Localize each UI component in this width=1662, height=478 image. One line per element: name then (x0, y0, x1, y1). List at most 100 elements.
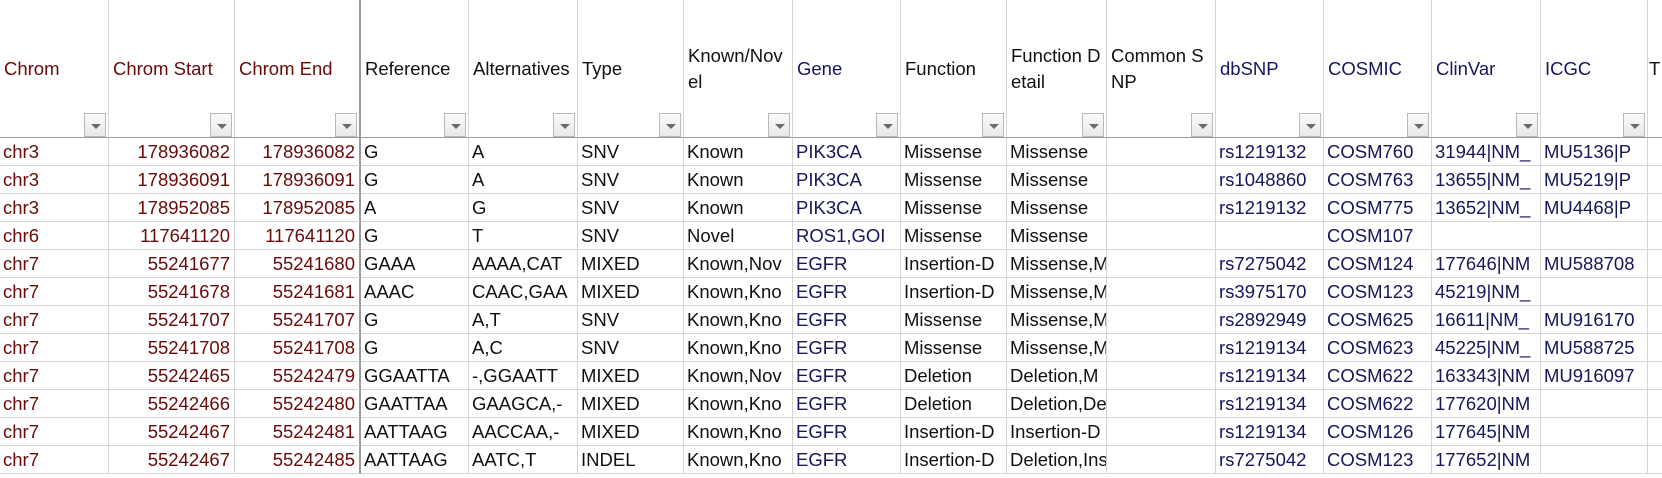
cell-clinvar[interactable]: 45225|NM_ (1432, 334, 1541, 362)
cell-alternatives[interactable]: AAAA,CAT (469, 250, 578, 278)
cell-reference[interactable]: G (361, 306, 469, 334)
cell-clinvar[interactable]: 13652|NM_ (1432, 194, 1541, 222)
filter-dropdown-button[interactable] (444, 113, 466, 137)
cell-dbsnp[interactable]: rs1219132 (1216, 194, 1324, 222)
cell-function-detail[interactable]: Insertion-D (1007, 418, 1107, 446)
cell-chrom-start[interactable]: 178952085 (109, 194, 235, 222)
cell-reference[interactable]: A (361, 194, 469, 222)
cell-type[interactable]: MIXED (578, 250, 684, 278)
cell-chrom[interactable]: chr7 (0, 250, 109, 278)
cell-gene[interactable]: ROS1,GOI (793, 222, 901, 250)
cell-common-snp[interactable] (1107, 306, 1216, 334)
cell-function[interactable]: Missense (901, 166, 1007, 194)
cell-known-novel[interactable]: Known (684, 194, 793, 222)
cell-known-novel[interactable]: Known (684, 138, 793, 166)
filter-dropdown-button[interactable] (1082, 113, 1104, 137)
cell-chrom-start[interactable]: 178936091 (109, 166, 235, 194)
cell-icgc[interactable]: MU4468|P (1541, 194, 1648, 222)
cell-gene[interactable]: EGFR (793, 278, 901, 306)
cell-alternatives[interactable]: A,T (469, 306, 578, 334)
cell-reference[interactable]: AAAC (361, 278, 469, 306)
cell-cosmic[interactable]: COSM124 (1324, 250, 1432, 278)
cell-chrom[interactable]: chr3 (0, 166, 109, 194)
cell-common-snp[interactable] (1107, 334, 1216, 362)
cell-known-novel[interactable]: Known,Kno (684, 278, 793, 306)
cell-chrom[interactable]: chr7 (0, 390, 109, 418)
cell-cosmic[interactable]: COSM763 (1324, 166, 1432, 194)
cell-function[interactable]: Insertion-D (901, 446, 1007, 474)
cell-clinvar[interactable]: 16611|NM_ (1432, 306, 1541, 334)
cell-chrom-start[interactable]: 55241708 (109, 334, 235, 362)
cell-t[interactable] (1648, 222, 1662, 250)
cell-type[interactable]: SNV (578, 166, 684, 194)
cell-cosmic[interactable]: COSM623 (1324, 334, 1432, 362)
cell-gene[interactable]: PIK3CA (793, 194, 901, 222)
cell-t[interactable] (1648, 334, 1662, 362)
cell-function-detail[interactable]: Deletion,M (1007, 362, 1107, 390)
cell-gene[interactable]: EGFR (793, 446, 901, 474)
cell-function[interactable]: Deletion (901, 362, 1007, 390)
cell-icgc[interactable] (1541, 278, 1648, 306)
cell-dbsnp[interactable]: rs7275042 (1216, 250, 1324, 278)
cell-t[interactable] (1648, 194, 1662, 222)
cell-chrom-start[interactable]: 55241677 (109, 250, 235, 278)
filter-dropdown-button[interactable] (876, 113, 898, 137)
cell-icgc[interactable] (1541, 222, 1648, 250)
cell-cosmic[interactable]: COSM625 (1324, 306, 1432, 334)
cell-common-snp[interactable] (1107, 250, 1216, 278)
cell-known-novel[interactable]: Known,Kno (684, 306, 793, 334)
cell-function[interactable]: Missense (901, 306, 1007, 334)
cell-chrom-end[interactable]: 55241708 (235, 334, 361, 362)
cell-known-novel[interactable]: Known (684, 166, 793, 194)
cell-alternatives[interactable]: CAAC,GAA (469, 278, 578, 306)
cell-icgc[interactable]: MU588725 (1541, 334, 1648, 362)
cell-chrom-start[interactable]: 55242467 (109, 446, 235, 474)
cell-common-snp[interactable] (1107, 138, 1216, 166)
cell-function[interactable]: Insertion-D (901, 418, 1007, 446)
cell-type[interactable]: MIXED (578, 278, 684, 306)
cell-chrom-end[interactable]: 55242480 (235, 390, 361, 418)
filter-dropdown-button[interactable] (659, 113, 681, 137)
cell-chrom-end[interactable]: 55242479 (235, 362, 361, 390)
cell-common-snp[interactable] (1107, 418, 1216, 446)
cell-cosmic[interactable]: COSM107 (1324, 222, 1432, 250)
cell-type[interactable]: SNV (578, 138, 684, 166)
cell-alternatives[interactable]: A (469, 166, 578, 194)
cell-cosmic[interactable]: COSM126 (1324, 418, 1432, 446)
cell-icgc[interactable] (1541, 418, 1648, 446)
cell-chrom[interactable]: chr7 (0, 334, 109, 362)
cell-type[interactable]: MIXED (578, 418, 684, 446)
filter-dropdown-button[interactable] (982, 113, 1004, 137)
cell-t[interactable] (1648, 250, 1662, 278)
cell-function-detail[interactable]: Deletion,De (1007, 390, 1107, 418)
cell-dbsnp[interactable]: rs1219134 (1216, 334, 1324, 362)
cell-t[interactable] (1648, 138, 1662, 166)
cell-cosmic[interactable]: COSM123 (1324, 278, 1432, 306)
cell-chrom-start[interactable]: 55242467 (109, 418, 235, 446)
cell-icgc[interactable]: MU5219|P (1541, 166, 1648, 194)
cell-alternatives[interactable]: -,GGAATT (469, 362, 578, 390)
filter-dropdown-button[interactable] (553, 113, 575, 137)
cell-function[interactable]: Missense (901, 194, 1007, 222)
cell-known-novel[interactable]: Known,Nov (684, 250, 793, 278)
cell-chrom[interactable]: chr3 (0, 138, 109, 166)
cell-t[interactable] (1648, 278, 1662, 306)
cell-common-snp[interactable] (1107, 390, 1216, 418)
cell-gene[interactable]: PIK3CA (793, 166, 901, 194)
cell-function[interactable]: Deletion (901, 390, 1007, 418)
cell-dbsnp[interactable]: rs1219132 (1216, 138, 1324, 166)
filter-dropdown-button[interactable] (210, 113, 232, 137)
cell-icgc[interactable] (1541, 390, 1648, 418)
cell-dbsnp[interactable]: rs1219134 (1216, 362, 1324, 390)
filter-dropdown-button[interactable] (335, 113, 357, 137)
cell-type[interactable]: MIXED (578, 362, 684, 390)
cell-alternatives[interactable]: T (469, 222, 578, 250)
cell-gene[interactable]: EGFR (793, 418, 901, 446)
cell-cosmic[interactable]: COSM775 (1324, 194, 1432, 222)
cell-gene[interactable]: EGFR (793, 306, 901, 334)
cell-t[interactable] (1648, 446, 1662, 474)
cell-chrom-end[interactable]: 55242485 (235, 446, 361, 474)
cell-chrom-start[interactable]: 55242465 (109, 362, 235, 390)
cell-t[interactable] (1648, 362, 1662, 390)
cell-icgc[interactable]: MU916097 (1541, 362, 1648, 390)
